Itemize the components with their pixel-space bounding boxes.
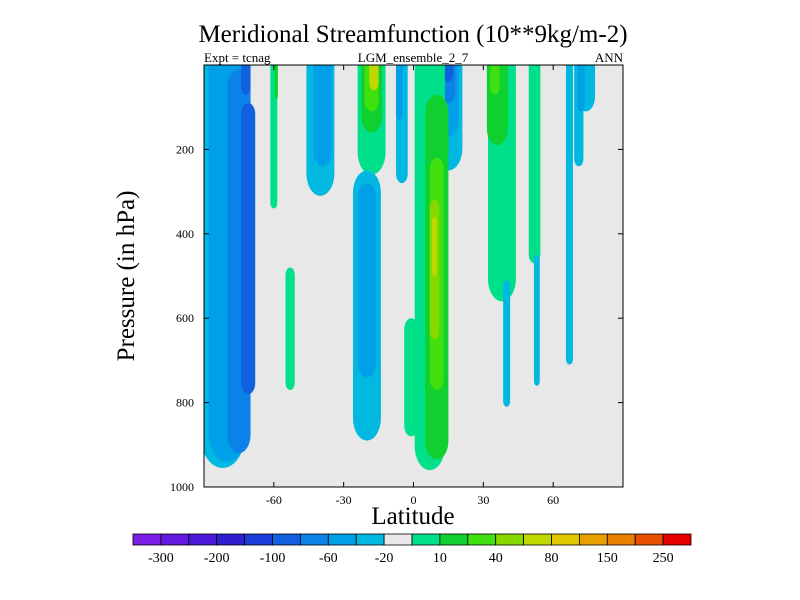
colorbar-swatch-11 xyxy=(439,533,469,546)
contour-region-30 xyxy=(490,65,500,95)
chart-title: Meridional Streamfunction (10**9kg/m-2) xyxy=(198,21,627,48)
contour-region-27 xyxy=(432,216,437,276)
y-axis-label: Pressure (in hPa) xyxy=(113,191,140,362)
colorbar-swatch-0 xyxy=(132,533,162,546)
y-tick-label-0: 200 xyxy=(176,142,194,156)
contour-layer xyxy=(204,65,596,471)
contour-region-31 xyxy=(528,65,541,264)
contour-region-33 xyxy=(533,254,540,386)
y-tick-label-3: 800 xyxy=(176,396,194,410)
colorbar-swatch-16 xyxy=(579,533,608,546)
colorbar-label-1: -200 xyxy=(204,551,230,566)
x-tick-label-4: 60 xyxy=(547,493,559,507)
contour-region-5 xyxy=(270,65,278,209)
colorbar-swatch-18 xyxy=(634,533,664,546)
y-tick-label-2: 600 xyxy=(176,311,194,325)
subtitle-center: LGM_ensemble_2_7 xyxy=(358,50,469,65)
colorbar-swatch-7 xyxy=(327,533,357,546)
contour-region-35 xyxy=(565,65,573,365)
contour-region-9 xyxy=(313,65,333,167)
colorbar-label-4: -20 xyxy=(375,551,394,566)
colorbar-swatch-8 xyxy=(355,533,385,546)
colorbar-swatch-2 xyxy=(188,533,218,546)
colorbar-label-7: 80 xyxy=(545,551,559,566)
x-tick-label-0: -60 xyxy=(266,493,282,507)
contour-region-32 xyxy=(503,280,511,407)
subtitle-left: Expt = tcnag xyxy=(204,50,271,65)
contour-region-6 xyxy=(274,65,278,99)
colorbar-swatch-17 xyxy=(606,533,636,546)
colorbar-label-0: -300 xyxy=(148,551,174,566)
colorbar-label-3: -60 xyxy=(319,551,338,566)
contour-region-23 xyxy=(404,318,419,437)
contour-region-15 xyxy=(357,183,377,378)
colorbar-label-8: 150 xyxy=(597,551,618,566)
colorbar-swatch-3 xyxy=(216,533,245,546)
x-axis: -60 -30 0 30 60 xyxy=(266,65,559,507)
contour-region-21 xyxy=(443,65,454,82)
contour-region-37 xyxy=(577,65,585,112)
colorbar-swatch-13 xyxy=(495,533,525,546)
colorbar-swatch-1 xyxy=(160,533,190,546)
colorbar: -300 -200 -100 -60 -20 10 40 80 150 250 xyxy=(132,533,692,566)
x-axis-label: Latitude xyxy=(371,503,454,530)
contour-region-13 xyxy=(369,65,379,91)
colorbar-swatch-6 xyxy=(299,533,329,546)
contour-region-7 xyxy=(285,267,295,390)
y-tick-label-1: 400 xyxy=(176,227,194,241)
colorbar-swatch-4 xyxy=(244,533,273,546)
colorbar-label-6: 40 xyxy=(489,551,503,566)
colorbar-swatch-5 xyxy=(272,533,301,546)
colorbar-swatch-9 xyxy=(383,533,413,546)
x-tick-label-1: -30 xyxy=(336,493,352,507)
y-tick-label-4: 1000 xyxy=(170,480,194,494)
x-tick-label-3: 30 xyxy=(477,493,489,507)
contour-region-17 xyxy=(396,65,404,120)
contour-region-4 xyxy=(241,65,251,95)
colorbar-swatch-15 xyxy=(551,533,580,546)
colorbar-swatch-14 xyxy=(523,533,552,546)
contour-region-3 xyxy=(241,102,256,395)
colorbar-swatch-19 xyxy=(662,533,692,546)
colorbar-label-5: 10 xyxy=(433,551,447,566)
subtitle-right: ANN xyxy=(595,50,624,65)
colorbar-swatch-10 xyxy=(411,533,441,546)
y-axis: 200 400 600 800 1000 xyxy=(170,142,623,494)
colorbar-label-2: -100 xyxy=(260,551,286,566)
x-tick-label-2: 0 xyxy=(411,493,417,507)
colorbar-swatch-12 xyxy=(467,533,497,546)
colorbar-label-9: 250 xyxy=(653,551,674,566)
